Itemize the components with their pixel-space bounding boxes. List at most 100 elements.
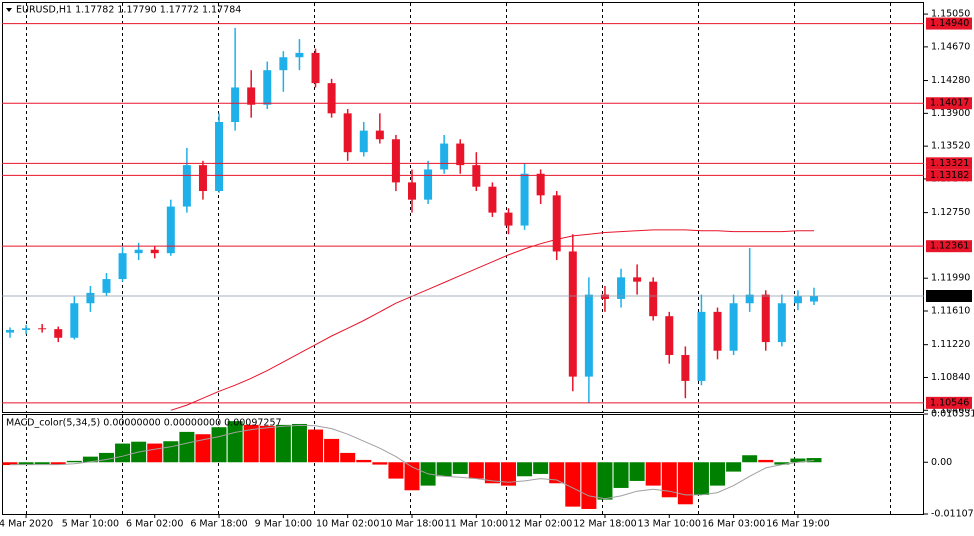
- candle-body: [568, 251, 577, 377]
- macd-bar: [581, 462, 597, 509]
- candle-body: [713, 311, 722, 351]
- x-tick-label: 11 Mar 10:00: [445, 519, 508, 530]
- candle-body: [665, 316, 674, 356]
- candle-body: [295, 52, 304, 58]
- level-label-box: [926, 17, 972, 30]
- macd-bar: [308, 429, 324, 463]
- macd-bar: [388, 462, 404, 479]
- macd-bar: [565, 462, 581, 507]
- macd-bar: [693, 462, 709, 495]
- y-tick-label: 1.14280: [931, 75, 970, 86]
- candle-body: [215, 121, 224, 192]
- candle-body: [408, 182, 416, 200]
- y-tick-label: 0.0103314: [931, 409, 974, 420]
- macd-bar: [50, 462, 66, 465]
- level-label: 1.12361: [930, 241, 969, 252]
- y-tick-label: 1.13520: [931, 141, 970, 152]
- candle-body: [520, 173, 529, 226]
- level-label-box: [926, 97, 972, 110]
- candle-body: [617, 277, 626, 299]
- candle-body: [198, 165, 207, 192]
- y-tick-label: 0.00: [931, 457, 952, 468]
- y-tick-label: 1.11990: [931, 273, 970, 284]
- candle-body: [761, 294, 770, 343]
- candle-body: [311, 52, 320, 84]
- chart-title: EURUSD,H1 1.17782 1.17790 1.17772 1.1778…: [16, 5, 241, 16]
- candle-body: [633, 277, 642, 282]
- level-label: 1.14017: [930, 98, 969, 109]
- candle-body: [729, 303, 738, 351]
- level-label-box: [926, 169, 972, 182]
- main-panel: [2, 2, 924, 413]
- y-tick-label: 1.10460: [931, 405, 970, 416]
- x-tick-label: 12 Mar 18:00: [573, 519, 636, 530]
- macd-bar: [340, 452, 356, 463]
- macd-bar: [742, 455, 758, 463]
- macd-bar: [468, 462, 484, 479]
- macd-bar: [195, 434, 211, 463]
- level-label: 1.14940: [930, 18, 969, 29]
- y-tick-label: 1.12750: [931, 207, 970, 218]
- macd-bar: [115, 443, 131, 463]
- macd-bar: [2, 462, 18, 466]
- signal-line: [10, 424, 815, 500]
- candle-body: [327, 83, 336, 114]
- macd-bar: [372, 462, 388, 465]
- y-tick-label: 1.14670: [931, 41, 970, 52]
- candle-body: [359, 130, 368, 153]
- y-tick-label: 1.11610: [931, 306, 970, 317]
- x-tick-label: 6 Mar 02:00: [126, 519, 183, 530]
- macd-bar: [18, 462, 34, 465]
- candle-body: [38, 328, 47, 330]
- candle-body: [456, 143, 465, 166]
- candle-body: [810, 295, 818, 302]
- candle-body: [649, 281, 658, 317]
- macd-bar: [677, 462, 693, 505]
- candle-body: [86, 292, 95, 304]
- candle-body: [118, 253, 127, 280]
- macd-bar: [275, 424, 291, 463]
- macd-bar: [34, 462, 50, 465]
- macd-bar: [500, 462, 516, 486]
- candle-body: [150, 249, 159, 254]
- candle-body: [793, 296, 802, 304]
- candle-body: [247, 87, 256, 105]
- candle-body: [504, 212, 513, 226]
- level-label-box: [926, 157, 972, 170]
- moving-average: [170, 229, 814, 411]
- x-tick-label: 12 Mar 02:00: [509, 519, 572, 530]
- macd-bar: [533, 462, 549, 474]
- macd-bar: [243, 424, 259, 463]
- candle-body: [697, 311, 706, 381]
- macd-bar: [484, 462, 500, 484]
- macd-bar: [549, 462, 565, 484]
- y-tick-label: 1.10840: [931, 372, 970, 383]
- candle-body: [54, 329, 63, 338]
- macd-bar: [324, 438, 340, 463]
- macd-bar: [726, 462, 742, 472]
- candle-body: [102, 279, 111, 293]
- macd-bar: [710, 462, 726, 486]
- macd-bar: [517, 462, 533, 477]
- price-label: 1.11784: [930, 290, 969, 301]
- level-label: 1.10546: [930, 397, 969, 408]
- x-tick-label: 4 Mar 2020: [0, 519, 53, 530]
- macd-bar: [179, 431, 195, 463]
- candle-body: [536, 173, 545, 196]
- macd-bar: [661, 462, 677, 498]
- candle-body: [182, 165, 191, 207]
- macd-bar: [404, 462, 420, 491]
- candle-body: [375, 130, 384, 140]
- price-label-box: [926, 289, 972, 302]
- candle-body: [488, 186, 497, 213]
- level-label: 1.13182: [930, 170, 969, 181]
- level-label-box: [926, 240, 972, 253]
- menu-arrow[interactable]: [6, 8, 12, 12]
- candle-body: [263, 70, 272, 105]
- candle-body: [745, 294, 754, 304]
- macd-bar: [356, 459, 372, 463]
- x-tick-label: 5 Mar 10:00: [62, 519, 119, 530]
- macd-bar: [806, 458, 822, 463]
- macd-bar: [613, 462, 629, 488]
